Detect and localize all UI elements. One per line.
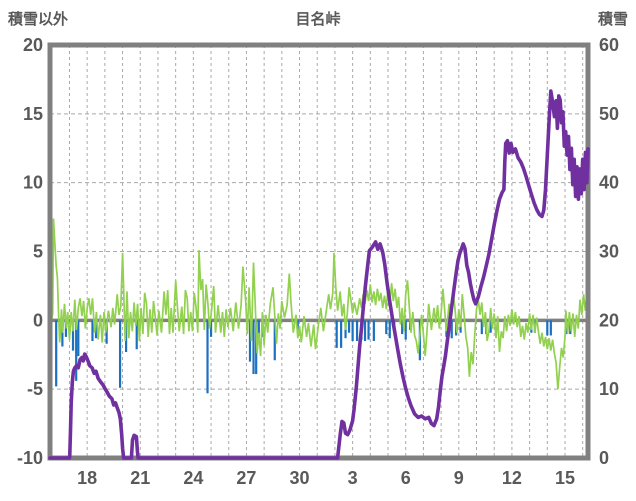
blue-bars <box>94 320 98 339</box>
left-tick-label: 15 <box>23 104 43 124</box>
blue-bars <box>335 320 338 348</box>
x-tick-label: 12 <box>502 468 522 488</box>
blue-bars <box>340 320 343 348</box>
chart-title: 目名峠 <box>295 11 341 28</box>
right-tick-label: 20 <box>599 310 619 330</box>
x-tick-label: 3 <box>348 468 358 488</box>
blue-bars <box>372 320 375 341</box>
right-tick-label: 40 <box>599 173 619 193</box>
blue-bars <box>75 320 78 381</box>
right-tick-label: 50 <box>599 104 619 124</box>
blue-bars <box>385 320 388 335</box>
blue-bars <box>347 320 351 333</box>
blue-bars <box>450 320 453 339</box>
blue-bars <box>209 320 213 337</box>
x-tick-label: 27 <box>236 468 256 488</box>
x-tick-label: 15 <box>555 468 575 488</box>
x-tick-label: 6 <box>401 468 411 488</box>
blue-bars <box>404 320 407 340</box>
blue-bars <box>252 320 255 375</box>
blue-bars <box>351 320 354 341</box>
x-tick-label: 18 <box>77 468 97 488</box>
left-tick-label: 5 <box>33 242 43 262</box>
blue-bars <box>91 320 94 341</box>
x-tick-label: 30 <box>290 468 310 488</box>
blue-bars <box>77 320 80 357</box>
blue-bars <box>206 320 209 394</box>
right-axis-title: 積雪 <box>597 11 628 28</box>
right-tick-label: 60 <box>599 35 619 55</box>
blue-bars <box>273 320 276 361</box>
left-axis-title: 積雪以外 <box>8 11 69 28</box>
left-tick-label: -5 <box>27 379 43 399</box>
x-tick-label: 24 <box>183 468 203 488</box>
blue-bars <box>546 320 549 336</box>
blue-bars <box>61 320 64 347</box>
left-tick-label: 0 <box>33 310 43 330</box>
right-tick-label: 0 <box>599 448 609 468</box>
blue-bars <box>489 320 492 333</box>
left-tick-label: 20 <box>23 35 43 55</box>
blue-bars <box>118 320 122 388</box>
blue-bars <box>248 320 252 362</box>
blue-bars <box>55 320 58 387</box>
blue-bars <box>135 320 138 350</box>
blue-bars <box>367 320 370 340</box>
green-line <box>50 218 589 390</box>
blue-bars <box>71 320 75 351</box>
left-tick-label: -10 <box>17 448 43 468</box>
blue-bars <box>549 320 552 336</box>
blue-bars <box>480 320 483 335</box>
blue-bars <box>296 320 299 332</box>
blue-bars <box>363 320 367 341</box>
blue-bars <box>401 320 404 335</box>
left-tick-label: 10 <box>23 173 43 193</box>
x-tick-label: 9 <box>454 468 464 488</box>
blue-bars <box>355 320 359 341</box>
purple-snow-depth <box>48 89 590 460</box>
right-tick-label: 30 <box>599 242 619 262</box>
blue-bars <box>257 320 260 340</box>
blue-bars <box>388 320 391 339</box>
x-tick-label: 21 <box>130 468 150 488</box>
right-tick-label: 10 <box>599 379 619 399</box>
